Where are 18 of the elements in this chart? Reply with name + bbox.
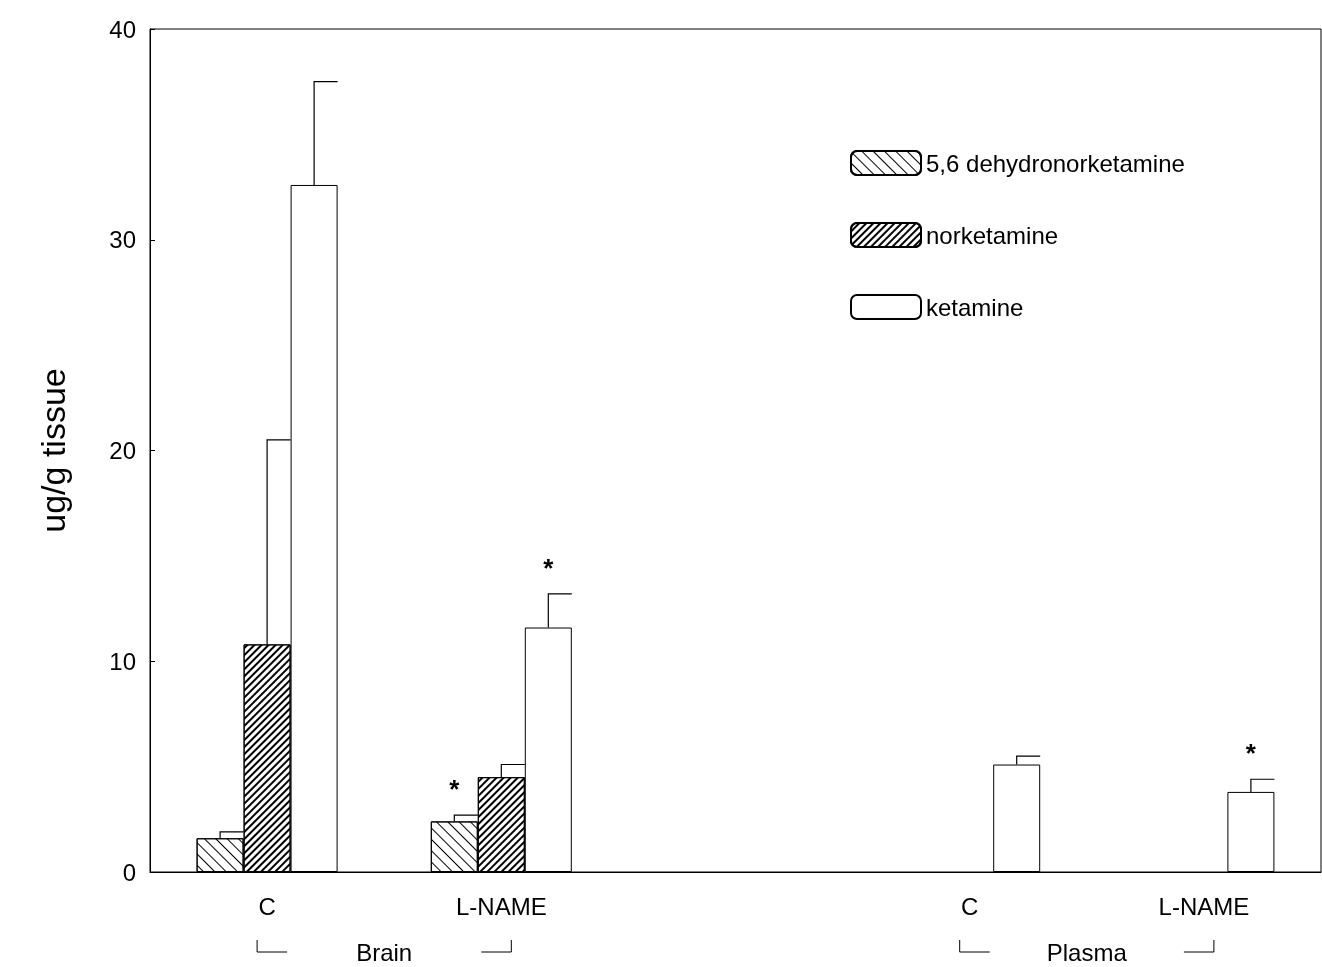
legend-label: 5,6 dehydronorketamine: [926, 149, 1185, 177]
legend-label: norketamine: [926, 221, 1059, 249]
x-tick-label: C: [258, 892, 276, 920]
x-tick-label: L-NAME: [1158, 892, 1250, 920]
legend-label: ketamine: [926, 293, 1024, 321]
y-tick-label: 10: [109, 647, 136, 675]
x-tick-label: C: [961, 892, 979, 920]
annotation: *: [449, 774, 461, 805]
text: Plasma: [1046, 938, 1128, 966]
text: Brain: [356, 938, 413, 966]
annotation: *: [1245, 738, 1257, 769]
y-tick-label: 0: [122, 858, 136, 886]
x-tick-label: L-NAME: [455, 892, 547, 920]
annotation: *: [543, 552, 555, 583]
y-tick-label: 20: [109, 437, 136, 464]
y-tick-label: 40: [109, 15, 136, 43]
y-tick-label: 30: [109, 226, 136, 254]
y-axis-title: ug/g tissue: [34, 368, 72, 533]
